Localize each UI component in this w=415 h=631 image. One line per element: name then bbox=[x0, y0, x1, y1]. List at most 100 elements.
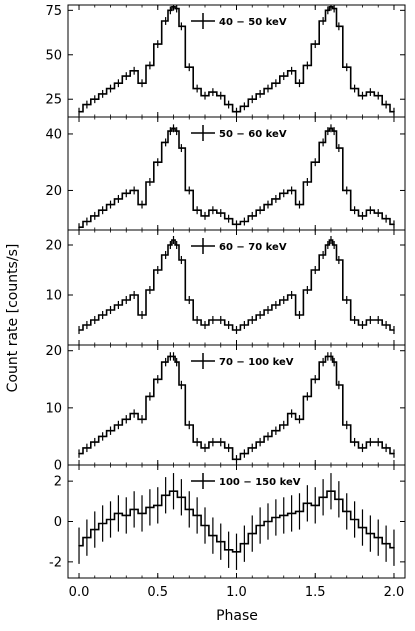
data-point bbox=[251, 98, 254, 101]
data-point bbox=[393, 546, 395, 549]
data-point bbox=[133, 508, 135, 511]
data-point bbox=[78, 329, 80, 331]
data-point bbox=[369, 441, 372, 443]
y-tick-label: 0 bbox=[54, 459, 62, 474]
data-point bbox=[338, 498, 340, 501]
data-point bbox=[86, 536, 88, 539]
chart-panel-2: 20 40 50 − 60 keV bbox=[45, 116, 406, 231]
data-point bbox=[377, 94, 380, 97]
data-point bbox=[133, 189, 135, 192]
data-point bbox=[333, 361, 335, 363]
data-point bbox=[117, 512, 120, 515]
data-point bbox=[259, 441, 261, 443]
data-point bbox=[188, 424, 191, 426]
data-point bbox=[369, 532, 372, 535]
y-tick-label: 20 bbox=[45, 239, 62, 254]
data-point bbox=[219, 441, 222, 443]
data-point bbox=[204, 215, 206, 217]
data-point bbox=[196, 514, 198, 517]
data-point bbox=[243, 452, 246, 455]
y-tick-label: -2 bbox=[49, 555, 62, 570]
data-point bbox=[93, 215, 96, 217]
data-point bbox=[385, 217, 387, 220]
data-point bbox=[188, 66, 191, 69]
data-point bbox=[282, 192, 285, 195]
data-point bbox=[86, 324, 88, 326]
data-point bbox=[243, 542, 246, 545]
data-point bbox=[361, 447, 364, 449]
y-tick-label: 10 bbox=[45, 401, 62, 416]
data-point bbox=[330, 490, 332, 493]
data-point bbox=[345, 299, 348, 301]
data-point bbox=[369, 319, 372, 321]
x-tick-label: 0.5 bbox=[147, 585, 168, 600]
data-point bbox=[164, 494, 167, 497]
data-point bbox=[393, 223, 395, 226]
data-point bbox=[333, 7, 335, 10]
y-tick-label: 10 bbox=[45, 289, 62, 304]
data-point bbox=[235, 458, 238, 461]
data-point bbox=[259, 93, 261, 95]
data-point bbox=[219, 319, 222, 321]
data-point bbox=[333, 130, 335, 132]
data-point bbox=[101, 435, 104, 438]
data-point bbox=[188, 508, 191, 511]
data-point bbox=[133, 69, 135, 72]
data-point bbox=[353, 518, 356, 521]
data-point bbox=[212, 534, 214, 537]
data-point bbox=[149, 506, 151, 509]
data-point bbox=[156, 378, 159, 381]
data-point bbox=[86, 447, 88, 449]
data-point bbox=[196, 209, 198, 212]
series-line bbox=[79, 127, 394, 228]
data-point bbox=[169, 130, 172, 132]
data-point bbox=[353, 87, 356, 90]
data-point bbox=[361, 324, 364, 326]
data-point bbox=[101, 522, 104, 525]
data-point bbox=[377, 536, 380, 539]
data-point bbox=[267, 309, 269, 311]
data-point bbox=[353, 319, 356, 321]
data-point bbox=[212, 441, 214, 443]
y-tick-label: 75 bbox=[45, 4, 62, 19]
data-point bbox=[93, 319, 96, 321]
data-point bbox=[327, 244, 329, 246]
data-point bbox=[361, 215, 364, 217]
data-point bbox=[86, 103, 88, 106]
data-point bbox=[267, 203, 269, 206]
data-point bbox=[275, 429, 277, 432]
data-point bbox=[282, 299, 285, 301]
y-tick-label: 20 bbox=[45, 184, 62, 199]
y-tick-label: 2 bbox=[54, 475, 62, 490]
legend-label: 40 − 50 keV bbox=[219, 17, 287, 28]
data-point bbox=[156, 269, 159, 271]
chart-panel-3: 10 20 60 − 70 keV bbox=[45, 229, 406, 346]
chart-panel-5: -2 0 2 100 − 150 keV 0.0 0.5 1.0 1.5 2.0 bbox=[49, 464, 406, 600]
data-point bbox=[164, 254, 167, 256]
data-point bbox=[327, 130, 329, 132]
data-point bbox=[219, 212, 222, 214]
data-point bbox=[267, 520, 269, 523]
data-point bbox=[204, 447, 206, 449]
data-point bbox=[243, 324, 246, 326]
data-point bbox=[109, 87, 112, 90]
data-point bbox=[196, 319, 198, 321]
data-point bbox=[338, 259, 340, 261]
x-tick-label: 1.0 bbox=[226, 585, 247, 600]
data-point bbox=[338, 384, 340, 386]
data-point bbox=[125, 75, 128, 77]
data-point bbox=[353, 441, 356, 443]
data-point bbox=[164, 141, 167, 144]
data-point bbox=[333, 244, 335, 246]
data-point bbox=[345, 424, 348, 426]
data-point bbox=[109, 309, 112, 311]
data-point bbox=[169, 9, 172, 12]
y-tick-label: 20 bbox=[45, 344, 62, 359]
legend-label: 70 − 100 keV bbox=[219, 357, 294, 368]
data-point bbox=[322, 20, 324, 22]
data-point bbox=[175, 130, 178, 132]
data-point bbox=[204, 324, 206, 326]
data-point bbox=[172, 127, 175, 130]
data-point bbox=[298, 418, 301, 421]
